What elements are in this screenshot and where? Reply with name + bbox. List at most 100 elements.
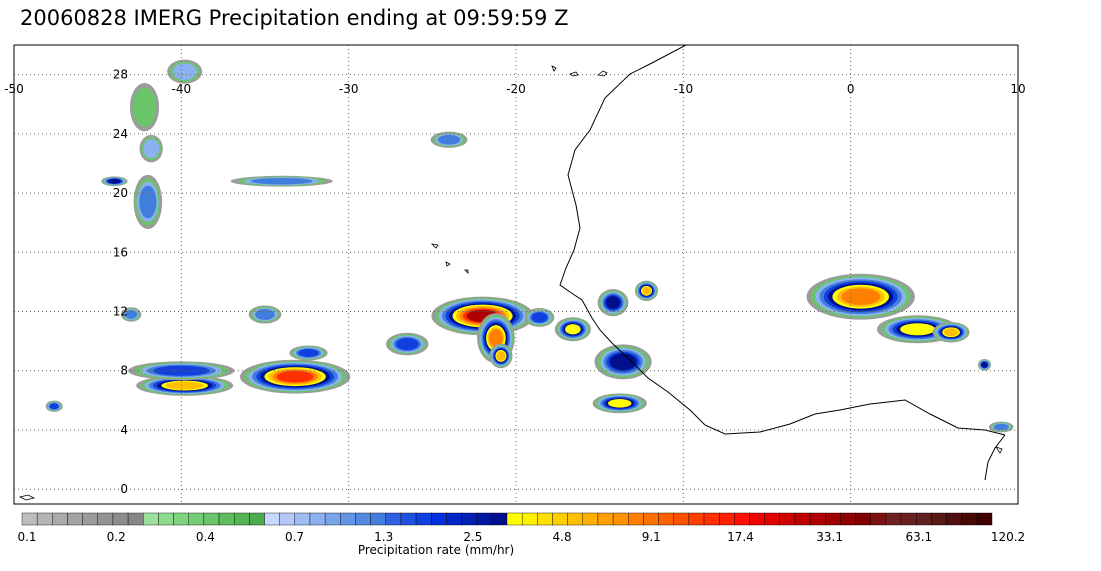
precipitation-cell	[489, 343, 513, 369]
colorbar-swatch	[158, 512, 174, 526]
precip-contour	[565, 324, 581, 335]
colorbar-swatch	[582, 512, 599, 526]
colorbar-swatch	[249, 512, 265, 526]
precipitation-cell	[634, 280, 659, 302]
precipitation-cell	[133, 174, 163, 230]
precipitation-cell	[977, 358, 992, 371]
colorbar-swatches	[21, 512, 993, 526]
latitude-label: 16	[113, 245, 128, 259]
gridlines	[14, 45, 1018, 504]
colorbar-swatch	[340, 512, 356, 526]
precip-contour	[981, 362, 988, 368]
colorbar-swatch	[552, 512, 568, 526]
precipitation-cell	[129, 82, 160, 132]
latitude-tick-labels: 0 4 8 12 16 20 24 28	[113, 68, 128, 497]
precipitation-cell	[597, 289, 629, 317]
precipitation-cell	[989, 421, 1014, 433]
colorbar-swatch	[521, 512, 538, 526]
map-title: 20060828 IMERG Precipitation ending at 0…	[20, 6, 569, 30]
longitude-label: 0	[847, 82, 855, 96]
colorbar-swatch	[916, 512, 932, 526]
colorbar-swatch	[688, 512, 705, 526]
precip-contour	[255, 309, 275, 320]
colorbar-tick-labels: 0.1 0.2 0.4 0.7 1.3 2.5 4.8 9.1 17.4 33.1 63.1 120.…	[17, 530, 1025, 544]
colorbar-swatch	[173, 512, 189, 526]
precipitation-cell	[45, 400, 63, 412]
colorbar-swatch	[885, 512, 902, 526]
precip-contour	[124, 310, 138, 319]
precip-contour	[489, 329, 503, 348]
colorbar-swatch	[825, 512, 841, 526]
precip-contour	[165, 381, 204, 390]
colorbar-swatch	[431, 512, 447, 526]
colorbar-swatch	[36, 512, 53, 526]
precipitation-cell	[289, 345, 328, 361]
precip-contour	[172, 63, 197, 81]
precipitation-cell	[806, 273, 915, 320]
colorbar-swatch	[309, 512, 326, 526]
colorbar-swatch	[370, 512, 386, 526]
colorbar-swatch	[127, 512, 144, 526]
colorbar-swatch	[900, 512, 917, 526]
colorbar-swatch	[870, 512, 887, 526]
precipitation-cell	[167, 59, 203, 84]
colorbar-swatch	[143, 512, 159, 526]
colorbar-swatch	[855, 512, 871, 526]
precip-contour	[900, 323, 936, 336]
colorbar-tick-label: 9.1	[642, 530, 661, 544]
colorbar-swatch	[628, 512, 644, 526]
precip-contour	[49, 403, 59, 410]
colorbar-swatch	[97, 512, 114, 526]
precip-contour	[250, 177, 313, 185]
longitude-label: -20	[506, 82, 526, 96]
colorbar-tick-label: 33.1	[816, 530, 843, 544]
precipitation-cell	[230, 175, 333, 187]
precip-contour	[605, 296, 621, 310]
colorbar-swatch	[52, 512, 68, 526]
precip-contour	[841, 288, 881, 306]
colorbar-swatch	[612, 512, 629, 526]
colorbar-swatch	[658, 512, 674, 526]
precip-contour	[276, 370, 314, 383]
precipitation-cell	[932, 322, 970, 343]
colorbar-swatch	[794, 512, 811, 526]
colorbar-tick-label: 17.4	[727, 530, 754, 544]
precipitation-cell	[876, 315, 959, 344]
precip-contour	[153, 365, 210, 376]
colorbar-swatch	[112, 512, 129, 526]
colorbar-swatch	[188, 512, 205, 526]
precip-contour	[531, 312, 548, 323]
colorbar-swatch	[537, 512, 553, 526]
colorbar-swatch	[946, 512, 962, 526]
colorbar-swatch	[279, 512, 296, 526]
longitude-label: 10	[1010, 82, 1025, 96]
colorbar-title: Precipitation rate (mm/hr)	[358, 543, 514, 557]
colorbar-swatch	[779, 512, 796, 526]
precipitation-cell	[385, 332, 429, 356]
precip-contour	[437, 134, 461, 145]
colorbar-tick-label: 0.4	[196, 530, 215, 544]
precipitation-cell	[524, 308, 555, 327]
colorbar-swatch	[67, 512, 83, 526]
latitude-label: 12	[113, 305, 128, 319]
map-frame	[13, 44, 1019, 505]
colorbar-swatch	[961, 512, 978, 526]
precipitation-cell	[136, 375, 234, 396]
colorbar-swatch	[597, 512, 614, 526]
precipitation-cell	[594, 344, 652, 380]
colorbar-tick-label: 63.1	[905, 530, 932, 544]
colorbar-tick-label: 4.8	[553, 530, 572, 544]
precipitation-field	[45, 59, 1014, 433]
precipitation-cell	[592, 393, 647, 414]
longitude-tick-labels: -50 -40 -30 -20 -10 0 10	[4, 82, 1025, 96]
colorbar-swatch	[491, 512, 508, 526]
colorbar-swatch	[218, 512, 235, 526]
longitude-label: -40	[172, 82, 192, 96]
colorbar-swatch	[233, 512, 250, 526]
colorbar-swatch	[446, 512, 462, 526]
longitude-label: -50	[4, 82, 24, 96]
colorbar-swatch	[673, 512, 690, 526]
precip-contour	[395, 338, 419, 351]
colorbar-swatch	[840, 512, 856, 526]
